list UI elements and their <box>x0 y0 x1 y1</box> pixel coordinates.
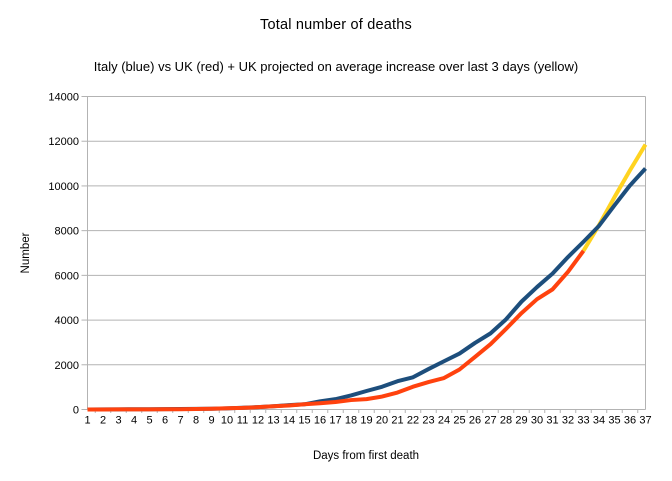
chart-subtitle: Italy (blue) vs UK (red) + UK projected … <box>93 59 579 74</box>
x-tick-label: 20 <box>376 415 388 427</box>
x-tick-label: 12 <box>252 415 264 427</box>
x-axis-title: Days from first death <box>313 450 419 462</box>
x-tick-label: 4 <box>131 415 137 427</box>
y-tick-label: 0 <box>73 405 79 417</box>
x-tick-label: 29 <box>515 415 527 427</box>
x-tick-label: 31 <box>546 415 558 427</box>
x-tick-label: 6 <box>162 415 168 427</box>
x-tick-label: 27 <box>484 415 496 427</box>
x-tick-label: 3 <box>115 415 121 427</box>
y-tick-label: 10000 <box>48 181 79 193</box>
series-layer <box>87 143 648 412</box>
x-tick-label: 1 <box>84 415 90 427</box>
x-tick-label: 7 <box>177 415 183 427</box>
series-line-italy <box>87 167 647 412</box>
x-tick-label: 35 <box>608 415 620 427</box>
x-tick-label: 24 <box>438 415 450 427</box>
y-tick-label: 2000 <box>55 360 79 372</box>
x-tick-label: 34 <box>593 415 605 427</box>
x-tick-label: 36 <box>624 415 636 427</box>
x-tick-label: 21 <box>391 415 403 427</box>
x-tick-label: 11 <box>237 415 248 427</box>
x-tick-label: 18 <box>345 415 357 427</box>
series-line-uk <box>87 249 586 412</box>
x-tick-label: 26 <box>469 415 481 427</box>
x-tick-label: 2 <box>100 415 106 427</box>
x-tick-label: 14 <box>283 415 295 427</box>
x-tick-label: 33 <box>577 415 589 427</box>
x-tick-label: 37 <box>639 415 651 427</box>
y-tick-label: 6000 <box>55 270 79 282</box>
x-tick-label: 22 <box>407 415 419 427</box>
grid-layer <box>81 96 646 413</box>
y-axis-title: Number <box>20 232 32 273</box>
x-tick-label: 17 <box>329 415 341 427</box>
x-tick-label: 9 <box>208 415 214 427</box>
x-tick-label: 13 <box>267 415 279 427</box>
y-tick-label: 8000 <box>55 226 79 238</box>
x-tick-label: 16 <box>314 415 326 427</box>
x-tick-label: 19 <box>360 415 372 427</box>
x-tick-label: 15 <box>298 415 310 427</box>
x-tick-label: 5 <box>146 415 152 427</box>
x-tick-label: 23 <box>422 415 434 427</box>
y-tick-label: 14000 <box>48 92 79 104</box>
x-tick-label: 32 <box>562 415 574 427</box>
x-tick-label: 30 <box>531 415 543 427</box>
x-tick-label: 28 <box>500 415 512 427</box>
x-tick-label: 10 <box>221 415 233 427</box>
x-tick-label: 25 <box>453 415 465 427</box>
chart-title: Total number of deaths <box>260 17 412 33</box>
y-tick-label: 4000 <box>55 315 79 327</box>
y-tick-label: 12000 <box>48 136 79 148</box>
x-tick-label: 8 <box>193 415 199 427</box>
